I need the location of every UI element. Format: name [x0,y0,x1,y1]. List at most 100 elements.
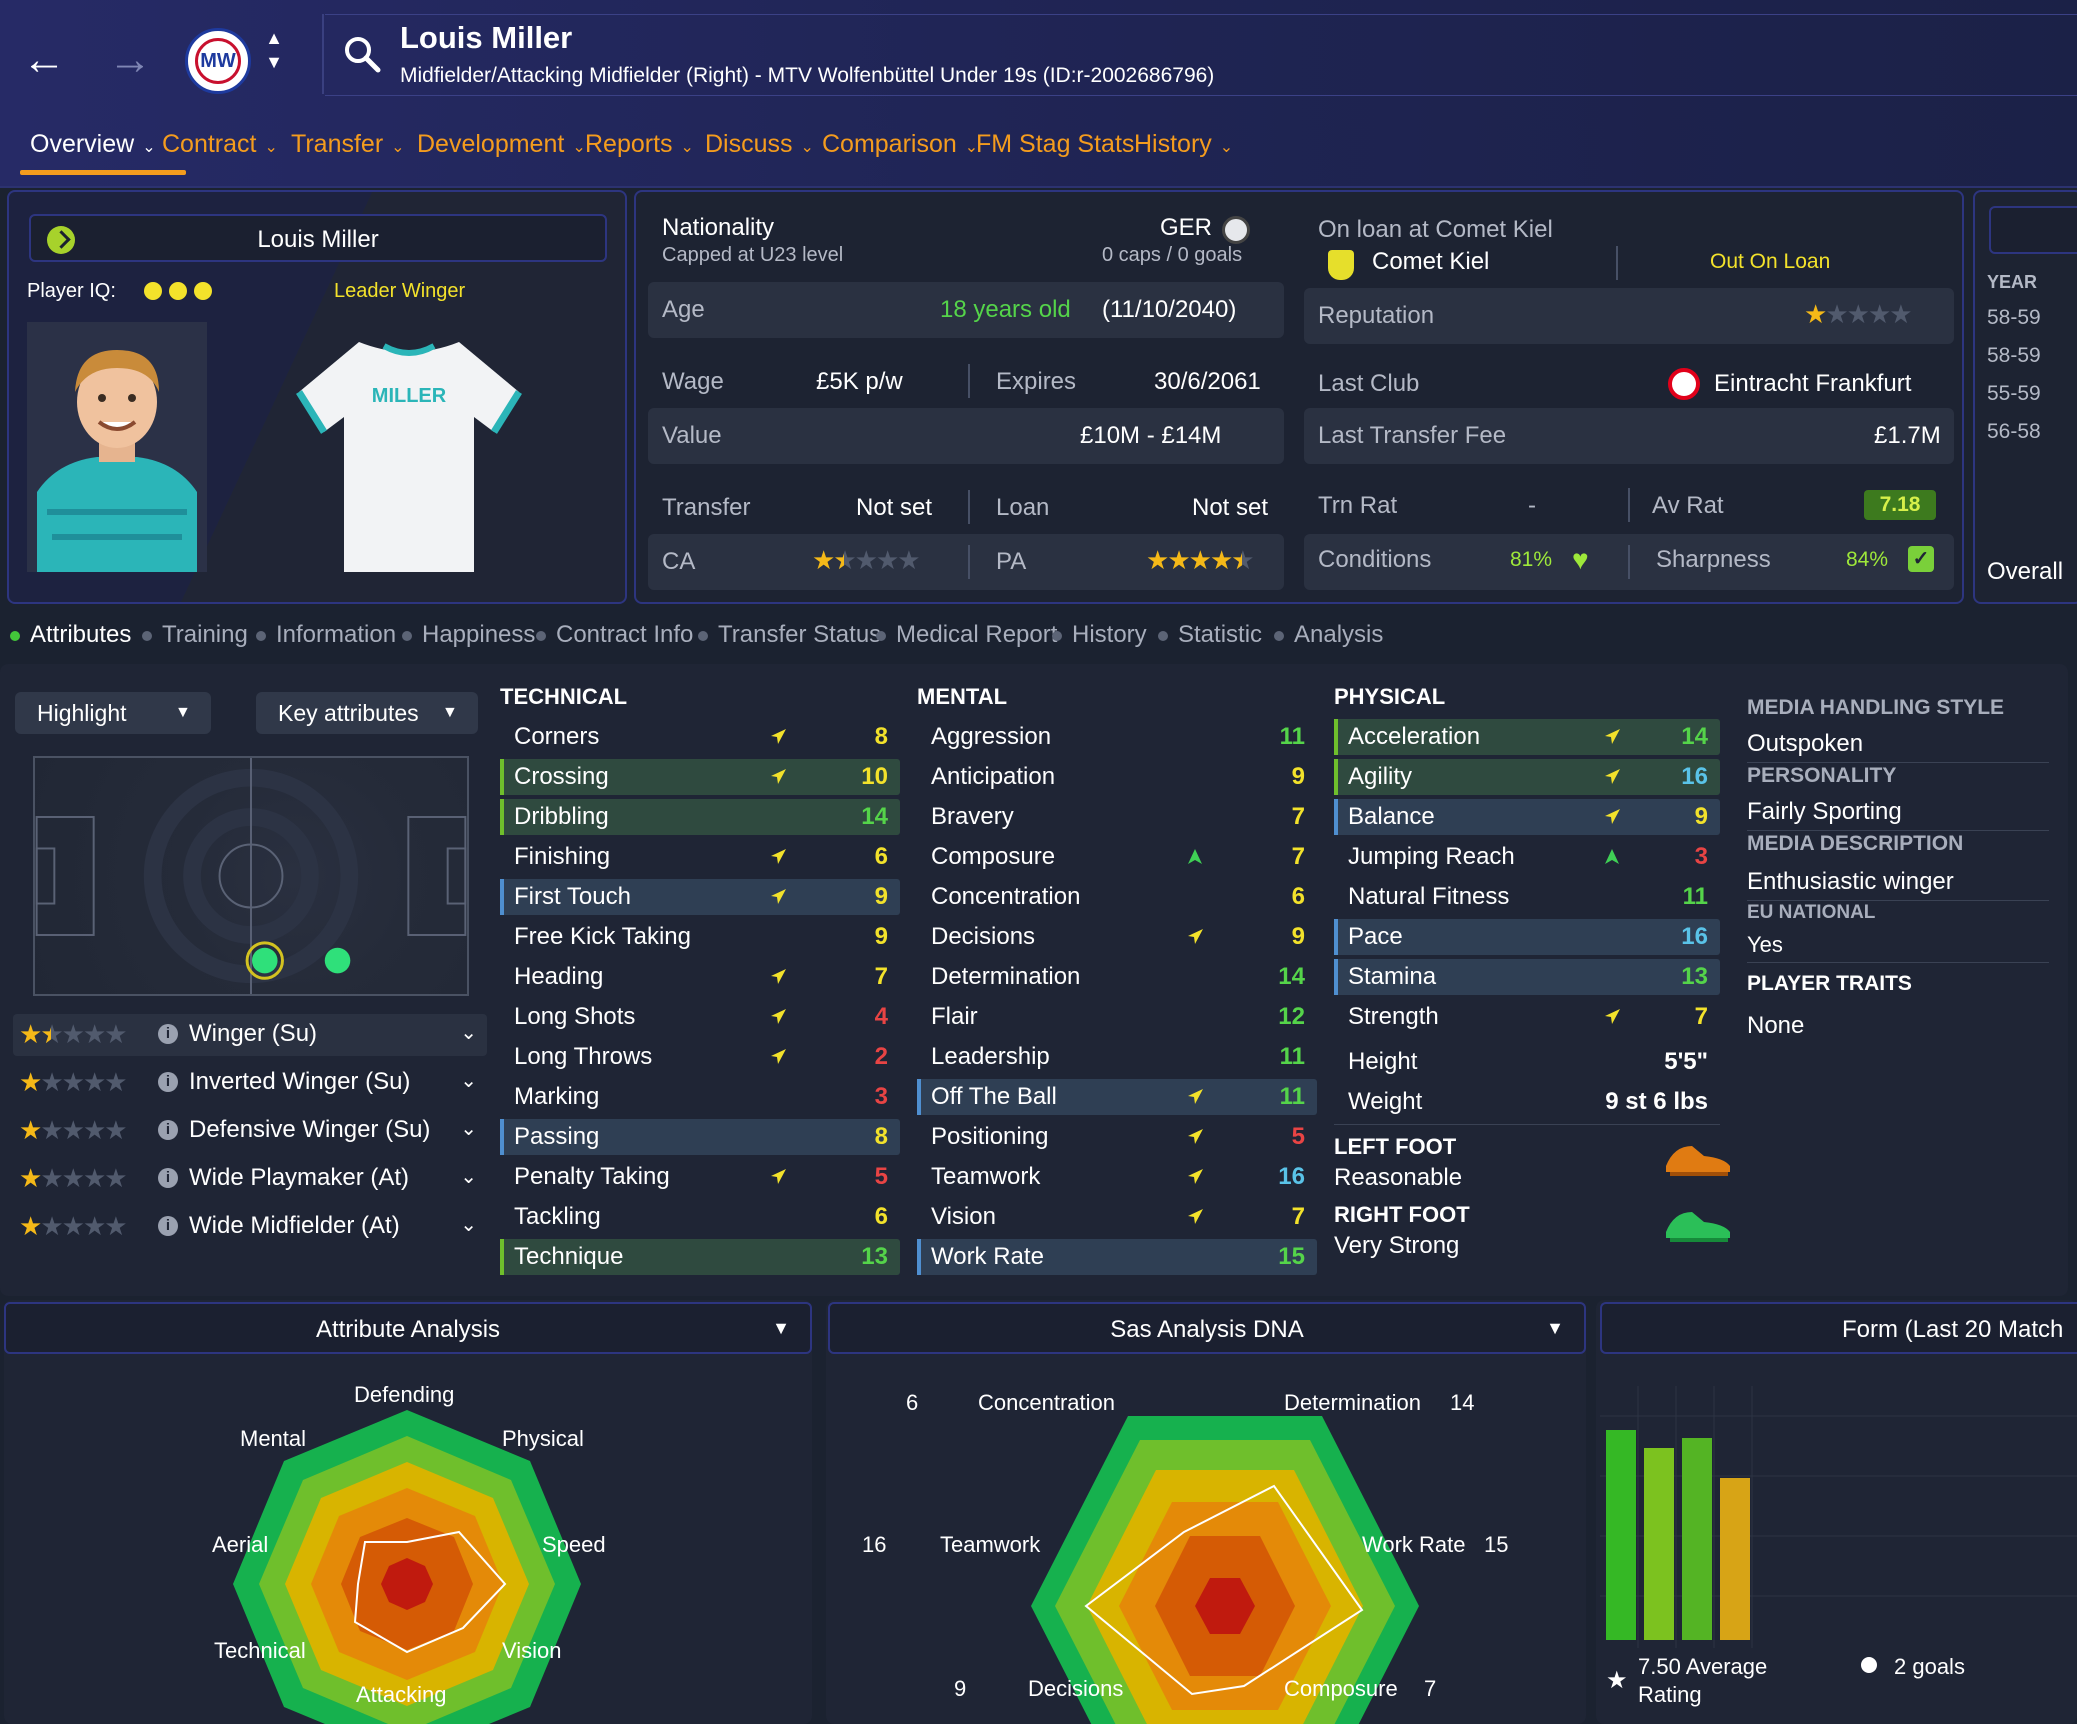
attribute-row-positioning[interactable]: Positioning 5 [917,1119,1317,1155]
attribute-row-off-the-ball[interactable]: Off The Ball 11 [917,1079,1317,1115]
subtab-training[interactable]: Training [142,621,248,649]
chevron-down-icon[interactable]: ⌄ [460,1022,477,1044]
role-row[interactable]: ★★★★★ i Wide Playmaker (At) ⌄ [13,1158,487,1200]
attribute-row-jumping-reach[interactable]: Jumping Reach 3 [1334,839,1720,875]
role-row[interactable]: ★★★★★ i Defensive Winger (Su) ⌄ [13,1110,487,1152]
chevron-down-icon[interactable]: ⌄ [460,1166,477,1188]
tab-reports[interactable]: Reports ⌄ [585,130,694,159]
tab-transfer[interactable]: Transfer ⌄ [291,130,405,159]
attribute-row-decisions[interactable]: Decisions 9 [917,919,1317,955]
info-icon[interactable]: i [158,1072,178,1092]
dna-value-composure: 7 [1424,1676,1437,1701]
technical-heading: TECHNICAL [500,684,628,709]
attribute-row-vision[interactable]: Vision 7 [917,1199,1317,1235]
search-icon[interactable] [340,32,384,76]
attribute-row-bravery[interactable]: Bravery 7 [917,799,1317,835]
attribute-row-corners[interactable]: Corners 8 [500,719,900,755]
subtab-transfer-status[interactable]: Transfer Status [698,621,881,649]
key-attributes-dropdown[interactable]: Key attributes ▼ [256,692,478,734]
highlight-marker [1334,719,1338,755]
attribute-row-marking[interactable]: Marking 3 [500,1079,900,1115]
attribute-row-work-rate[interactable]: Work Rate 15 [917,1239,1317,1275]
dna-analysis-header[interactable]: Sas Analysis DNA ▼ [828,1302,1586,1354]
info-icon[interactable]: i [158,1120,178,1140]
club-crest-logo[interactable]: MW [185,28,251,94]
attribute-row-stamina[interactable]: Stamina 13 [1334,959,1720,995]
attribute-row-aggression[interactable]: Aggression 11 [917,719,1317,755]
subtab-history[interactable]: History [1052,621,1147,649]
attribute-row-passing[interactable]: Passing 8 [500,1119,900,1155]
last-club-value[interactable]: Eintracht Frankfurt [1714,370,1912,397]
attribute-row-composure[interactable]: Composure 7 [917,839,1317,875]
attribute-row-agility[interactable]: Agility 16 [1334,759,1720,795]
tab-comparison[interactable]: Comparison ⌄ [822,130,978,159]
tab-fm-stag-stats[interactable]: FM Stag Stats [976,130,1134,159]
club-switch-icon[interactable]: ▲ ▼ [265,28,283,72]
loan-club-name[interactable]: Comet Kiel [1372,248,1490,275]
attribute-row-penalty-taking[interactable]: Penalty Taking 5 [500,1159,900,1195]
info-icon[interactable]: i [158,1216,178,1236]
subtab-analysis[interactable]: Analysis [1274,621,1383,649]
attribute-row-free-kick-taking[interactable]: Free Kick Taking 9 [500,919,900,955]
main-tabs: Overview ⌄ Contract ⌄ Transfer ⌄ Development ⌄ R… [0,124,2077,176]
attribute-row-balance[interactable]: Balance 9 [1334,799,1720,835]
role-row[interactable]: ★★★★★ i Wide Midfielder (At) ⌄ [13,1206,487,1248]
tab-discuss[interactable]: Discuss ⌄ [705,130,814,159]
attribute-row-pace[interactable]: Pace 16 [1334,919,1720,955]
chevron-down-icon[interactable]: ⌄ [460,1118,477,1140]
attribute-row-strength[interactable]: Strength 7 [1334,999,1720,1035]
star-icon: ★ [61,1211,85,1241]
attribute-row-first-touch[interactable]: First Touch 9 [500,879,900,915]
chevron-down-icon[interactable]: ⌄ [460,1214,477,1236]
nationality-code[interactable]: GER [1160,214,1213,241]
attribute-row-heading[interactable]: Heading 7 [500,959,900,995]
navigate-arrow-icon[interactable] [47,226,75,254]
attribute-row-teamwork[interactable]: Teamwork 16 [917,1159,1317,1195]
tab-development[interactable]: Development ⌄ [417,130,586,159]
info-icon[interactable]: i [158,1024,178,1044]
position-pitch-map[interactable] [33,756,469,996]
subtab-attributes[interactable]: Attributes [10,621,131,649]
chevron-down-icon[interactable]: ⌄ [460,1070,477,1092]
info-icon[interactable]: i [158,1168,178,1188]
tab-label: Development [417,130,565,158]
divider [1334,1124,1720,1125]
highlight-dropdown[interactable]: Highlight ▼ [15,692,211,734]
tab-overview[interactable]: Overview ⌄ [30,130,156,159]
subtab-happiness[interactable]: Happiness [402,621,535,649]
attribute-row-leadership[interactable]: Leadership 11 [917,1039,1317,1075]
attribute-row-anticipation[interactable]: Anticipation 9 [917,759,1317,795]
attribute-row-tackling[interactable]: Tackling 6 [500,1199,900,1235]
attribute-row-crossing[interactable]: Crossing 10 [500,759,900,795]
attribute-row-determination[interactable]: Determination 14 [917,959,1317,995]
attribute-analysis-header[interactable]: Attribute Analysis ▼ [4,1302,812,1354]
highlight-marker [500,1119,504,1155]
highlight-marker [1334,759,1338,795]
subtab-contract-info[interactable]: Contract Info [536,621,693,649]
attribute-row-acceleration[interactable]: Acceleration 14 [1334,719,1720,755]
role-row[interactable]: ★★★★★ i Inverted Winger (Su) ⌄ [13,1062,487,1104]
subtab-information[interactable]: Information [256,621,396,649]
attribute-name: Long Shots [514,1003,636,1030]
attribute-row-concentration[interactable]: Concentration 6 [917,879,1317,915]
forward-arrow-icon[interactable]: → [108,35,152,84]
attribute-row-finishing[interactable]: Finishing 6 [500,839,900,875]
highlight-marker [917,1239,921,1275]
player-name-box: Louis Miller [29,214,607,262]
attribute-row-flair[interactable]: Flair 12 [917,999,1317,1035]
attribute-row-long-throws[interactable]: Long Throws 2 [500,1039,900,1075]
divider [1747,762,2049,763]
attribute-row-dribbling[interactable]: Dribbling 14 [500,799,900,835]
tab-contract[interactable]: Contract ⌄ [162,130,278,159]
player-search-bar[interactable] [325,14,2077,96]
conditions-label: Conditions [1318,546,1432,573]
attribute-row-long-shots[interactable]: Long Shots 4 [500,999,900,1035]
attribute-row-technique[interactable]: Technique 13 [500,1239,900,1275]
tab-history[interactable]: History ⌄ [1134,130,1233,159]
subtab-statistic[interactable]: Statistic [1158,621,1262,649]
divider [1616,246,1618,280]
attribute-row-natural-fitness[interactable]: Natural Fitness 11 [1334,879,1720,915]
back-arrow-icon[interactable]: ← [22,35,66,84]
subtab-medical-report[interactable]: Medical Report [876,621,1057,649]
